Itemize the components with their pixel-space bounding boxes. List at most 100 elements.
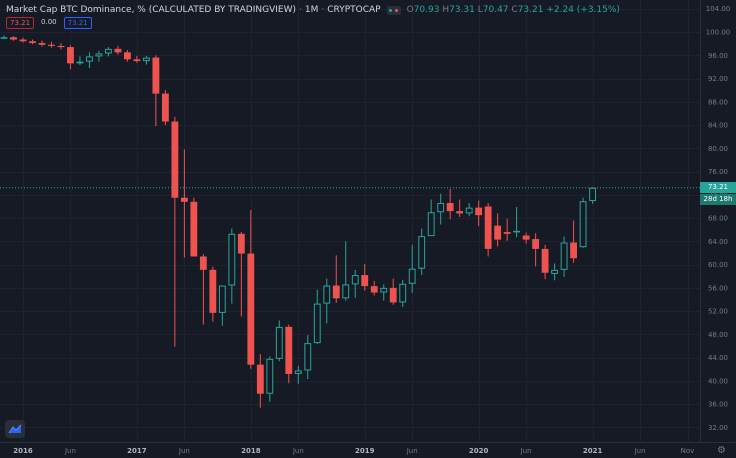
candle xyxy=(247,209,255,369)
candle-body xyxy=(456,211,464,214)
candle xyxy=(475,200,483,227)
candle xyxy=(437,193,445,225)
time-axis-ticks: 2016 Jun 2017 Jun 2018 Jun 2019 Jun 2020 Jun 2021 J… xyxy=(13,447,694,455)
candle xyxy=(142,55,150,65)
candle-body xyxy=(342,284,350,299)
candle-body xyxy=(313,303,321,344)
interval-label[interactable]: 1M xyxy=(304,5,319,15)
candle xyxy=(465,202,473,217)
candle xyxy=(266,356,274,402)
symbol-title[interactable]: Market Cap BTC Dominance, % (CALCULATED … xyxy=(6,5,296,15)
price-tick-label: 64.00 xyxy=(708,238,728,246)
candle xyxy=(95,50,103,62)
candle-body xyxy=(152,57,160,94)
candle xyxy=(389,278,397,305)
candle xyxy=(285,324,293,384)
candle-body xyxy=(256,364,264,394)
candle-body xyxy=(228,233,236,286)
price-tick-label: 76.00 xyxy=(708,168,728,176)
candle-body xyxy=(218,285,226,313)
price-tick-label: 60.00 xyxy=(708,261,728,269)
candle xyxy=(513,207,521,238)
tradingview-logo-icon[interactable] xyxy=(5,420,25,438)
candle xyxy=(399,279,407,308)
candle-body xyxy=(570,242,578,259)
candle-body xyxy=(19,39,27,42)
candle-body xyxy=(541,248,549,273)
candle-body xyxy=(513,230,521,233)
price-tick-label: 32.00 xyxy=(708,424,728,432)
candle-body xyxy=(475,207,483,216)
sell-price-badge[interactable]: 73.21 xyxy=(6,17,35,29)
time-tick-label: 2018 xyxy=(241,447,261,455)
price-tick-label: 44.00 xyxy=(708,354,728,362)
spread-badge: 0.00 xyxy=(41,18,57,26)
time-tick-label: Jun xyxy=(292,447,304,455)
time-tick-label: 2017 xyxy=(127,447,147,455)
candle-body xyxy=(10,37,17,40)
price-tick-label: 80.00 xyxy=(708,145,728,153)
candle xyxy=(532,233,540,267)
candle-body xyxy=(86,56,93,62)
open-key: O xyxy=(406,5,414,15)
open-value: 70.93 xyxy=(413,5,440,15)
candle-body xyxy=(105,48,112,54)
price-tick-label: 100.00 xyxy=(706,28,731,36)
price-tick-label: 56.00 xyxy=(708,284,728,292)
price-axis[interactable] xyxy=(700,0,736,442)
low-key: L xyxy=(477,5,483,15)
candle xyxy=(152,55,160,127)
candle-body xyxy=(237,233,245,254)
buy-price-badge[interactable]: 73.21 xyxy=(63,17,92,29)
candle xyxy=(541,244,549,280)
candle xyxy=(380,284,388,301)
candle-body xyxy=(437,202,445,213)
candle-body xyxy=(48,44,55,46)
candle xyxy=(560,236,568,277)
gear-icon[interactable]: ⚙ xyxy=(717,445,726,456)
candle xyxy=(105,47,112,57)
market-status-icon[interactable] xyxy=(386,5,401,15)
candle-body xyxy=(114,48,122,53)
candle-body xyxy=(304,343,312,371)
separator: · xyxy=(298,5,302,15)
candle-body xyxy=(275,326,283,359)
candle-body xyxy=(29,41,36,44)
candle-body xyxy=(494,225,502,240)
price-tick-label: 88.00 xyxy=(708,98,728,106)
candle-body xyxy=(247,253,255,365)
candle-body xyxy=(266,358,274,394)
time-tick-label: 2016 xyxy=(13,447,33,455)
candle xyxy=(237,232,245,317)
candle xyxy=(161,90,169,126)
ohlc-values: O70.93 H73.31 L70.47 C73.21 +2.24 (+3.15… xyxy=(407,5,620,15)
candle xyxy=(361,264,369,291)
time-tick-label: Jun xyxy=(406,447,418,455)
price-tick-label: 84.00 xyxy=(708,122,728,130)
candle xyxy=(114,45,122,55)
candle-body xyxy=(589,187,596,202)
candle-body xyxy=(503,232,511,234)
candle-body xyxy=(408,268,416,284)
candle-body xyxy=(361,275,369,287)
candle-body xyxy=(180,197,188,202)
candle xyxy=(313,289,321,344)
candle xyxy=(551,263,559,281)
candle xyxy=(522,232,530,244)
candle xyxy=(427,199,435,237)
candle-body xyxy=(95,53,103,57)
candle-body xyxy=(190,201,198,257)
candle-body xyxy=(171,121,179,198)
candle-body xyxy=(199,256,207,270)
candle xyxy=(494,213,502,247)
candle-body xyxy=(532,239,540,249)
candle-body xyxy=(209,269,217,313)
candle xyxy=(218,285,226,326)
candle-body xyxy=(551,269,559,274)
candle-body xyxy=(465,207,473,214)
candle-body xyxy=(560,242,568,270)
candle xyxy=(123,50,131,62)
time-axis[interactable] xyxy=(0,442,736,458)
candle-body xyxy=(446,202,454,212)
